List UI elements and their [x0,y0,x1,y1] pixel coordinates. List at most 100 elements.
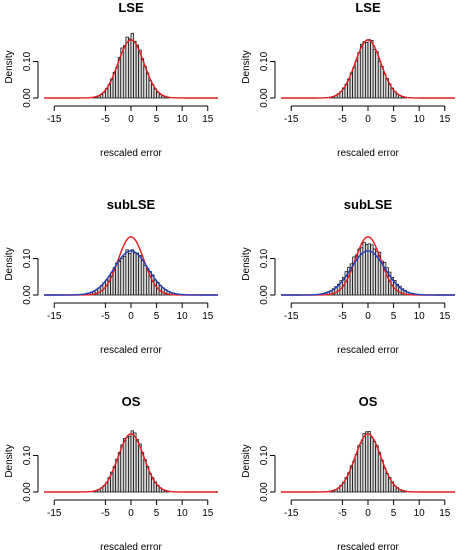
density-curve-normal [44,433,218,493]
hist-bar [133,432,137,493]
panel-4: subLSE 0.00 0.10 Density -15 -5 0 5 10 15 rescaled… [241,197,455,356]
x-tick-label: 10 [177,311,189,322]
x-axis-label: rescaled error [337,345,399,356]
hist-bar [117,261,122,296]
hist-bar [357,52,361,99]
hist-bar [122,45,127,99]
hist-bar [375,51,379,99]
hist-bar [383,467,387,493]
hist-bar [375,445,379,493]
y-axis: 0.00 0.10 [259,51,276,108]
hist-bar [380,459,384,493]
x-tick-label: 5 [391,311,397,322]
y-tick-label: 0.10 [22,51,33,71]
panel-6: OS 0.00 0.10 Density -15 -5 0 5 10 15 rescaled err… [241,394,455,550]
density-curve-normal [281,39,455,99]
x-tick-label: 10 [414,114,426,125]
hist-bar [370,437,374,493]
x-tick-label: 0 [365,311,371,322]
hist-bar [120,258,124,296]
panel-title: subLSE [344,197,393,212]
x-axis-label: rescaled error [337,148,399,159]
x-tick-label: 0 [128,311,134,322]
hist-bar [372,248,377,296]
hist-bar [133,252,137,296]
hist-bar [138,255,142,296]
hist-bar [133,40,137,99]
hist-bar [352,67,356,99]
x-axis-label: rescaled error [100,148,162,159]
hist-bar [122,438,127,493]
density-curve-normal [281,433,455,493]
y-axis: 0.00 0.10 [259,445,276,502]
x-tick-label: -15 [47,311,62,322]
hist-bar [140,259,145,296]
x-tick-label: 15 [202,311,214,322]
hist-bar [125,36,129,99]
hist-bar [365,42,369,99]
hist-bar [128,38,132,99]
hist-bar [120,444,124,493]
panel-title: subLSE [107,197,156,212]
hist-bar [143,65,147,99]
panel-title: LSE [355,0,381,15]
panel-1: LSE 0.00 0.10 Density -15 -5 0 5 10 15 rescaled er… [4,0,218,159]
hist-bar [365,431,369,493]
y-axis: 0.00 0.10 [259,248,276,305]
x-tick-label: 0 [128,114,134,125]
hist-bar [383,73,387,99]
x-tick-label: -5 [338,508,347,519]
y-tick-label: 0.00 [259,88,270,108]
x-tick-label: -15 [47,114,62,125]
y-tick-label: 0.00 [259,285,270,305]
hist-bar [125,249,129,296]
hist-bar [135,439,140,493]
x-tick-label: 5 [391,508,397,519]
histogram-bars [79,249,183,296]
x-tick-label: 15 [439,311,451,322]
hist-bar [365,244,369,296]
x-axis-label: rescaled error [100,345,162,356]
x-axis: -15 -5 0 5 10 15 [47,105,214,125]
hist-bar [372,441,377,493]
y-tick-label: 0.10 [259,248,270,268]
hist-bar [130,32,134,99]
x-tick-label: 5 [154,311,160,322]
histogram-bars [92,430,170,493]
y-axis-label: Density [241,247,252,280]
hist-bar [125,437,129,493]
hist-bar [115,262,119,296]
y-tick-label: 0.00 [22,88,33,108]
x-tick-label: 10 [177,114,189,125]
hist-bar [135,44,140,99]
hist-bar [362,242,366,296]
x-tick-label: 0 [365,508,371,519]
hist-bar [354,454,359,493]
x-tick-label: -5 [338,114,347,125]
x-tick-label: 15 [439,114,451,125]
hist-bar [354,60,359,99]
y-tick-label: 0.00 [22,285,33,305]
panel-5: OS 0.00 0.10 Density -15 -5 0 5 10 15 rescaled err… [4,394,218,550]
histogram-bars [329,431,407,493]
x-tick-label: 5 [391,114,397,125]
x-tick-label: 0 [365,114,371,125]
x-tick-label: 15 [202,114,214,125]
hist-bar [128,435,132,493]
y-tick-label: 0.00 [22,482,33,502]
x-axis: -15 -5 0 5 10 15 [284,499,451,519]
y-axis-label: Density [241,444,252,477]
hist-bar [367,431,371,493]
x-tick-label: -15 [284,114,299,125]
hist-bar [380,66,384,99]
x-tick-label: -5 [101,508,110,519]
x-tick-label: 10 [177,508,189,519]
y-tick-label: 0.10 [22,248,33,268]
hist-bar [377,452,382,493]
y-axis-label: Density [4,247,15,280]
histogram-bars [92,32,170,99]
x-tick-label: 5 [154,508,160,519]
hist-bar [148,80,152,99]
hist-bar [130,430,134,493]
